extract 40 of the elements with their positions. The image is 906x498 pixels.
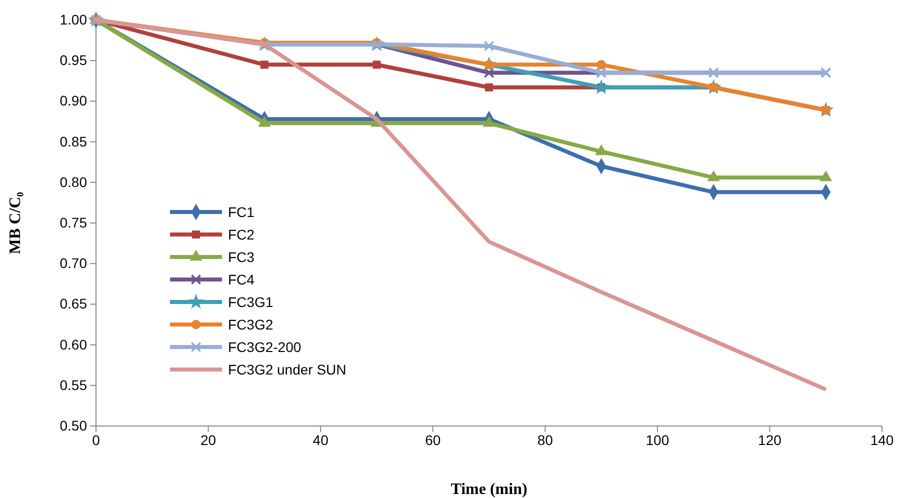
point bbox=[484, 83, 494, 92]
x-tick-label: 0 bbox=[92, 432, 100, 448]
y-tick-label: 0.65 bbox=[60, 296, 88, 312]
legend-label: FC3G2 bbox=[228, 316, 274, 332]
point bbox=[258, 116, 270, 127]
legend-label: FC3G1 bbox=[228, 294, 274, 310]
y-tick-label: 0.95 bbox=[60, 52, 88, 68]
point bbox=[372, 60, 381, 69]
y-tick-label: 0.60 bbox=[60, 336, 88, 352]
legend-label: FC2 bbox=[228, 226, 255, 242]
x-tick-label: 120 bbox=[758, 432, 782, 448]
point bbox=[484, 40, 494, 52]
y-tick-label: 1.00 bbox=[60, 11, 88, 28]
x-axis-title: Time (min) bbox=[450, 481, 528, 498]
x-tick-label: 40 bbox=[312, 432, 329, 448]
point bbox=[483, 116, 495, 127]
x-tick-label: 80 bbox=[537, 432, 554, 448]
legend-label: FC1 bbox=[228, 204, 255, 220]
y-tick-label: 0.55 bbox=[60, 376, 88, 393]
legend-label: FC3G2-200 bbox=[228, 339, 302, 355]
x-tick-label: 140 bbox=[870, 432, 894, 448]
point bbox=[596, 60, 606, 70]
y-axis-title: MB C/C₀ bbox=[7, 192, 24, 254]
legend-label: FC3 bbox=[228, 249, 255, 265]
x-tick-label: 20 bbox=[200, 432, 216, 448]
legend-label: FC3G2 under SUN bbox=[228, 362, 346, 378]
point bbox=[708, 170, 720, 182]
point bbox=[484, 67, 494, 78]
point bbox=[820, 170, 832, 182]
legend-label: FC4 bbox=[228, 272, 255, 288]
point bbox=[260, 60, 268, 69]
y-tick-label: 0.70 bbox=[60, 255, 88, 272]
y-tick-label: 0.75 bbox=[60, 214, 88, 230]
point bbox=[595, 144, 608, 156]
x-tick-label: 100 bbox=[646, 432, 670, 448]
y-tick-label: 0.80 bbox=[60, 174, 88, 190]
y-tick-label: 0.50 bbox=[60, 417, 88, 434]
y-tick-label: 0.85 bbox=[60, 133, 88, 150]
y-tick-label: 0.90 bbox=[60, 92, 88, 109]
x-tick-label: 60 bbox=[425, 432, 441, 448]
